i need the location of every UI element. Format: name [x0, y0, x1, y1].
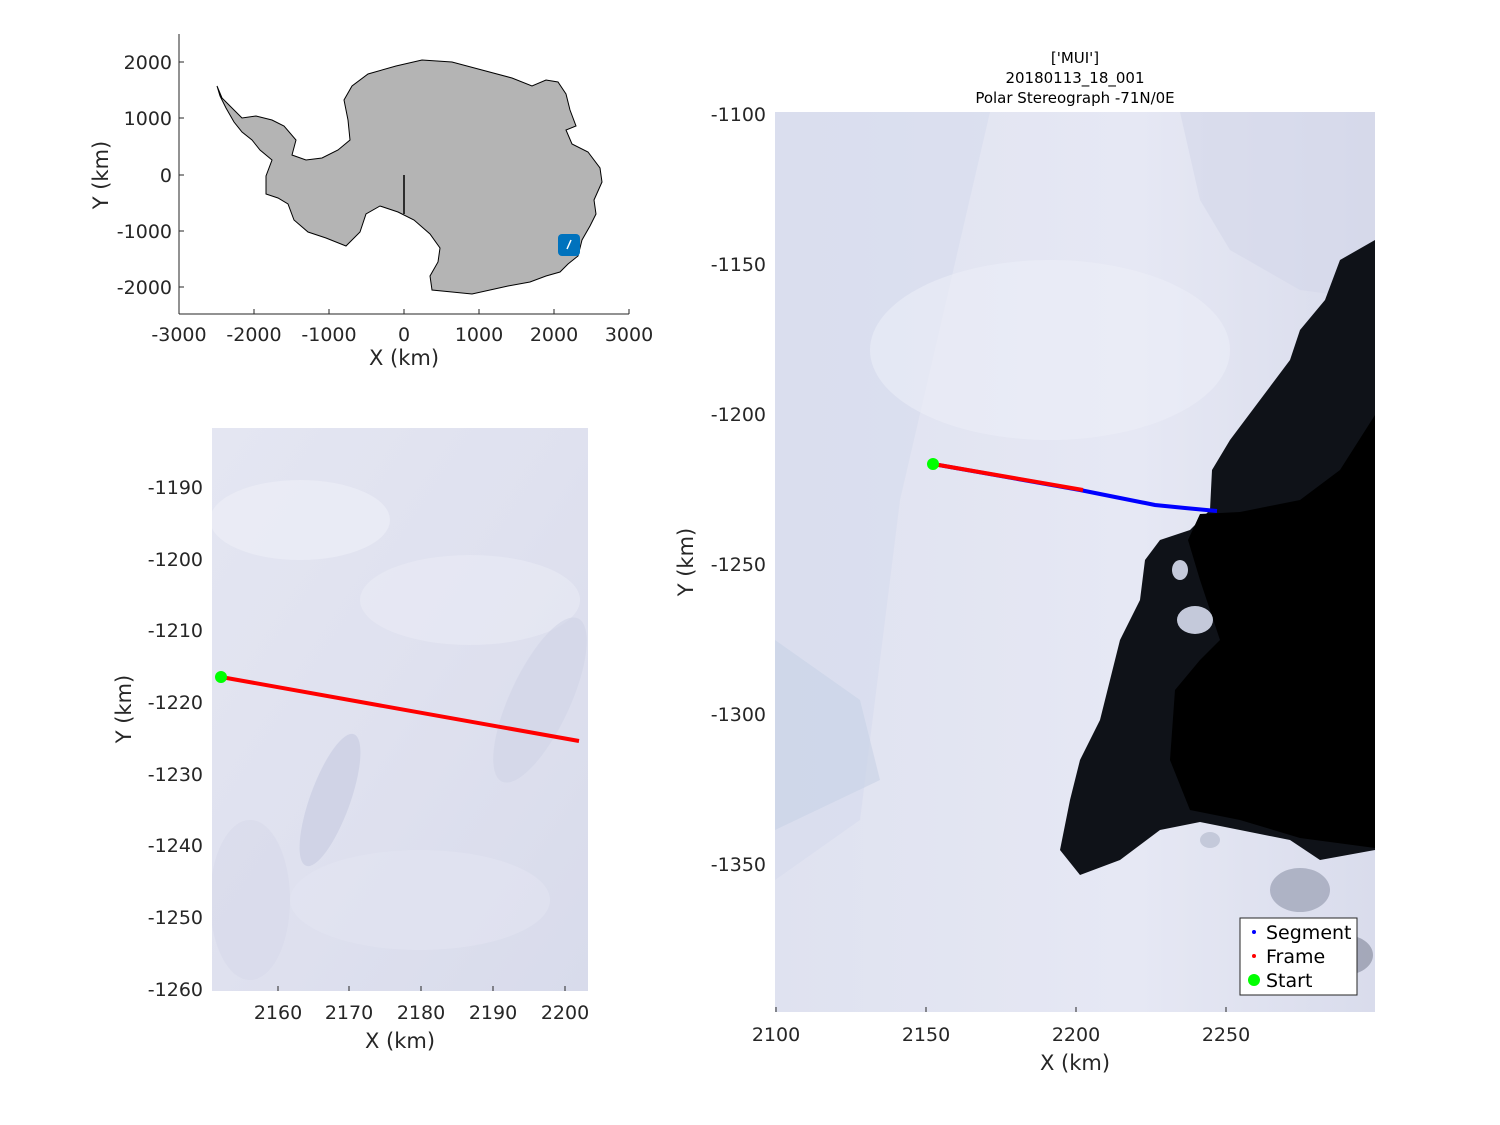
- main-x-axis-label: X (km): [1040, 1051, 1110, 1075]
- zoom-x-ticks: [277, 986, 566, 991]
- overview-x-tick-label: 1000: [455, 324, 503, 346]
- main-y-tick-label: -1250: [711, 554, 766, 576]
- main-y-tick-label: -1350: [711, 854, 766, 876]
- legend-frame-label: Frame: [1266, 946, 1325, 968]
- main-y-tick-label: -1150: [711, 254, 766, 276]
- main-y-tick-label: -1300: [711, 704, 766, 726]
- overview-y-tick-label: 0: [160, 165, 172, 187]
- main-title-line-2: 20180113_18_001: [1005, 69, 1144, 88]
- overview-x-tick-label: -2000: [226, 324, 281, 346]
- overview-y-tick-label: -1000: [117, 221, 172, 243]
- zoom-y-axis-label: Y (km): [112, 675, 136, 745]
- main-y-tick-label: -1100: [711, 104, 766, 126]
- main-y-tick-label: -1200: [711, 404, 766, 426]
- legend-start-marker: [1248, 974, 1260, 986]
- main-x-tick-label: 2150: [902, 1024, 950, 1046]
- overview-y-tick-label: 1000: [124, 108, 172, 130]
- overview-x-tick-label: -3000: [151, 324, 206, 346]
- zoom-y-tick-label: -1230: [148, 764, 203, 786]
- main-x-tick-label: 2100: [752, 1024, 800, 1046]
- overview-x-tick-label: 0: [398, 324, 410, 346]
- zoom-y-tick-label: -1260: [148, 979, 203, 1001]
- zoom-x-tick-label: 2170: [325, 1002, 373, 1024]
- legend-segment-label: Segment: [1266, 922, 1352, 944]
- zoom-x-axis-label: X (km): [365, 1029, 435, 1053]
- overview-y-tick-label: -2000: [117, 277, 172, 299]
- main-title-line-3: Polar Stereograph -71N/0E: [975, 89, 1174, 107]
- legend-start-label: Start: [1266, 970, 1312, 992]
- segment-location-track: [566, 239, 572, 250]
- legend-frame-marker: [1252, 954, 1256, 958]
- overview-y-ticks: [179, 61, 184, 288]
- zoom-x-tick-label: 2180: [397, 1002, 445, 1024]
- main-x-tick-label: 2250: [1202, 1024, 1250, 1046]
- zoom-y-tick-label: -1200: [148, 549, 203, 571]
- main-y-axis-label: Y (km): [674, 528, 698, 598]
- overview-x-tick-label: 2000: [530, 324, 578, 346]
- zoom-y-tick-label: -1210: [148, 620, 203, 642]
- main-title-line-1: ['MUI']: [1051, 49, 1099, 67]
- main-frame-track: [932, 462, 1084, 492]
- main-start-marker: [927, 458, 939, 470]
- overview-y-axis-label: Y (km): [89, 141, 113, 211]
- zoom-x-tick-label: 2190: [469, 1002, 517, 1024]
- legend-segment-marker: [1252, 930, 1256, 934]
- overview-map: -3000 -2000 -1000 0 1000 2000 3000 2000 …: [89, 34, 653, 370]
- overview-x-axis-label: X (km): [369, 346, 439, 370]
- zoom-x-tick-label: 2200: [541, 1002, 589, 1024]
- overview-x-tick-label: -1000: [301, 324, 356, 346]
- zoom-y-tick-label: -1220: [148, 692, 203, 714]
- zoom-y-tick-label: -1190: [148, 477, 203, 499]
- antarctica-landmass: [216, 59, 603, 295]
- open-ocean-black: [1170, 415, 1375, 848]
- overview-x-ticks: [178, 309, 630, 314]
- overview-y-tick-label: 2000: [124, 52, 172, 74]
- main-map: ['MUI'] 20180113_18_001 Polar Stereograp…: [674, 49, 1375, 1075]
- zoom-x-tick-label: 2160: [254, 1002, 302, 1024]
- zoom-start-marker: [215, 671, 227, 683]
- main-legend: Segment Frame Start: [1239, 917, 1358, 996]
- zoom-y-tick-label: -1240: [148, 835, 203, 857]
- overview-x-tick-label: 3000: [605, 324, 653, 346]
- zoom-y-tick-label: -1250: [148, 907, 203, 929]
- zoom-map: 2160 2170 2180 2190 2200 -1190 -1200 -12…: [112, 428, 589, 1053]
- main-x-ticks: [775, 1007, 1227, 1012]
- zoom-frame-track: [220, 675, 580, 743]
- main-x-tick-label: 2200: [1052, 1024, 1100, 1046]
